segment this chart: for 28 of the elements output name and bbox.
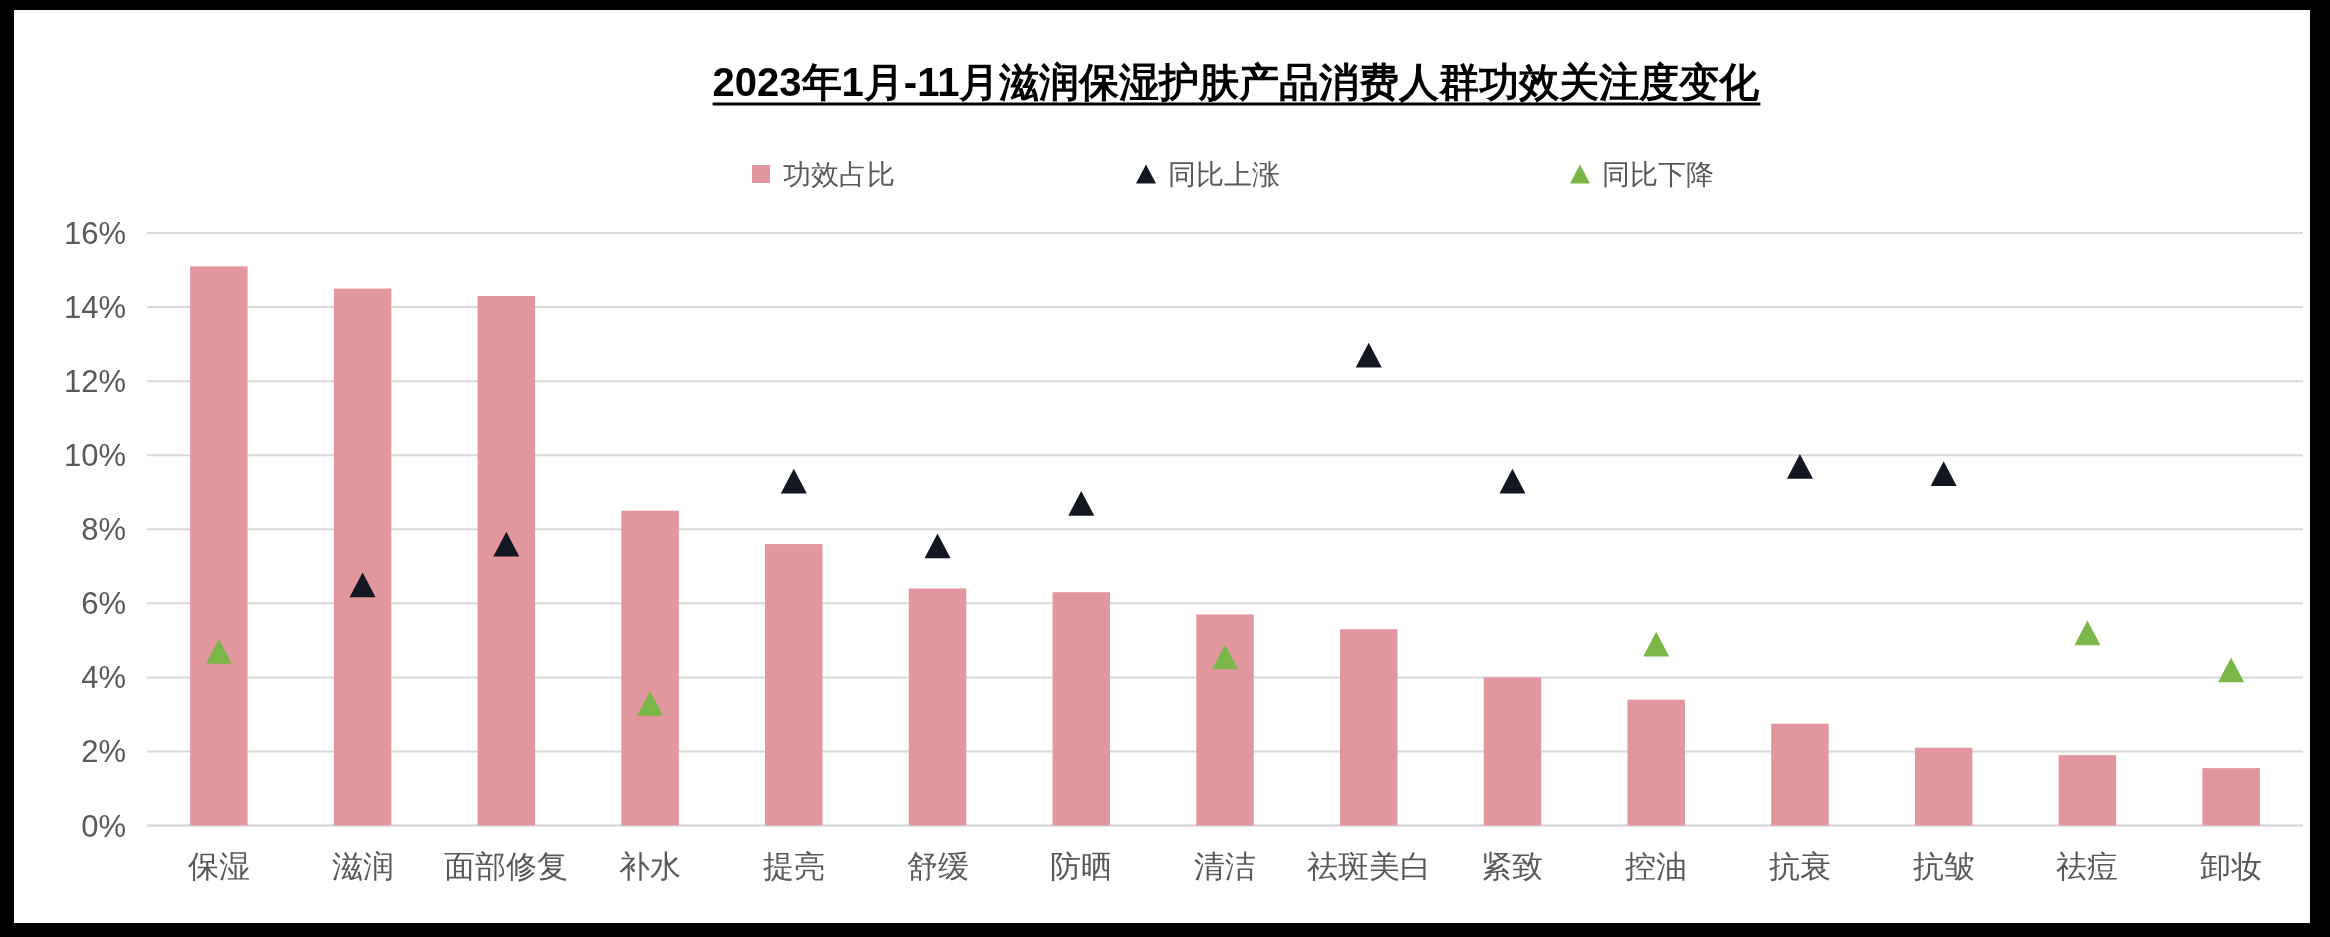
- x-tick: 祛痘: [2056, 849, 2119, 884]
- legend-label: 同比上涨: [1168, 159, 1280, 190]
- y-tick: 10%: [63, 438, 126, 474]
- x-tick: 防晒: [1050, 849, 1113, 884]
- y-tick: 14%: [63, 290, 126, 326]
- y-tick: 4%: [81, 660, 126, 696]
- x-tick: 保湿: [187, 849, 250, 884]
- x-tick: 抗皱: [1912, 849, 1975, 884]
- x-tick: 祛斑美白: [1306, 849, 1431, 884]
- title: 2023年1月-11月滋润保湿护肤产品消费人群功效关注度变化: [712, 60, 1760, 104]
- x-tick: 补水: [619, 849, 682, 884]
- x-tick: 舒缓: [906, 849, 969, 884]
- legend-label: 功效占比: [783, 159, 895, 190]
- x-tick: 提亮: [762, 849, 825, 884]
- x-tick: 滋润: [331, 849, 394, 884]
- y-tick: 0%: [81, 808, 126, 844]
- x-tick: 控油: [1625, 849, 1688, 884]
- x-tick: 紧致: [1481, 849, 1544, 884]
- y-tick: 2%: [81, 734, 126, 770]
- y-tick: 8%: [81, 512, 126, 548]
- y-tick: 16%: [63, 216, 126, 251]
- x-tick: 卸妆: [2200, 849, 2263, 884]
- x-tick: 清洁: [1194, 849, 1256, 884]
- y-tick: 12%: [63, 364, 126, 400]
- x-tick: 面部修复: [444, 849, 569, 884]
- y-tick: 6%: [81, 586, 126, 622]
- legend-label: 同比下降: [1602, 159, 1714, 190]
- x-tick: 抗衰: [1768, 849, 1831, 884]
